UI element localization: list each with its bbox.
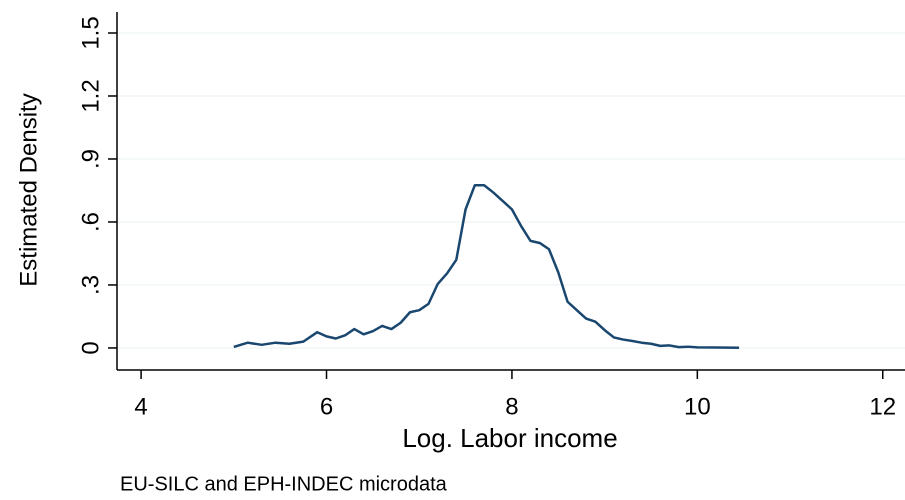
note: EU-SILC and EPH-INDEC microdata — [120, 473, 448, 495]
y-tick-label: 1.2 — [77, 79, 104, 112]
y-tick-label: .3 — [77, 275, 104, 295]
x-tick-label: 8 — [505, 393, 518, 420]
x-tick-label: 10 — [684, 393, 711, 420]
y-tick-label: .6 — [77, 212, 104, 232]
x-tick-label: 12 — [869, 393, 896, 420]
density-line — [233, 183, 740, 349]
y-tick-label: 0 — [77, 341, 104, 354]
x-axis-label: Log. Labor income — [402, 423, 617, 453]
x-tick-label: 4 — [134, 393, 147, 420]
y-axis-label: Estimated Density — [15, 93, 42, 286]
y-tick-label: .9 — [77, 149, 104, 169]
y-tick-label: 1.5 — [77, 16, 104, 49]
x-tick-label: 6 — [320, 393, 333, 420]
